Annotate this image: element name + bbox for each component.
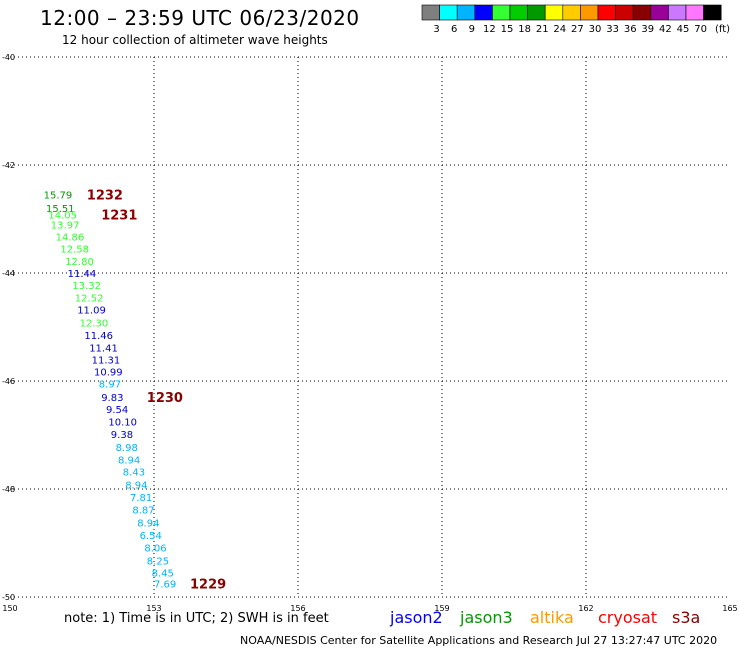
legend-swatch [527, 4, 546, 21]
satellite-altika: altika [530, 608, 574, 627]
legend-swatch [703, 4, 722, 21]
legend-label: 24 [553, 24, 566, 35]
legend-swatch [421, 4, 440, 21]
swh-data-label: 8.25 [147, 556, 169, 567]
swh-data-label: 15.51 [46, 204, 75, 215]
swh-data-label: 12.58 [60, 245, 89, 256]
legend-label: 39 [641, 24, 654, 35]
y-tick-label: -44 [2, 269, 15, 278]
swh-data-label: 8.98 [116, 443, 138, 454]
swh-data-label: 11.46 [84, 331, 113, 342]
swh-data-label: 9.54 [106, 405, 128, 416]
legend-swatch [544, 4, 564, 21]
x-tick-label: 159 [434, 604, 449, 613]
swh-data-label: 8.94 [125, 481, 147, 492]
y-tick-label: -48 [2, 485, 15, 494]
x-tick-label: 156 [290, 604, 305, 613]
legend-swatch [580, 4, 599, 21]
chart-subtitle: 12 hour collection of altimeter wave hei… [62, 33, 328, 47]
legend-label: 15 [501, 24, 514, 35]
legend-label: 70 [694, 24, 707, 35]
time-label: 1229 [190, 578, 226, 593]
legend-label: 18 [518, 24, 531, 35]
chart-title: 12:00 – 23:59 UTC 06/23/2020 [40, 6, 360, 30]
swh-data-label: 11.44 [68, 269, 97, 280]
y-tick-label: -40 [2, 53, 15, 62]
legend-label: 36 [624, 24, 637, 35]
time-label: 1230 [147, 391, 183, 406]
satellite-jason2: jason2 [390, 608, 443, 627]
satellite-cryosat: cryosat [598, 608, 658, 627]
footer-credit: NOAA/NESDIS Center for Satellite Applica… [240, 634, 718, 647]
swh-data-label: 9.83 [101, 393, 123, 404]
legend-swatch [650, 4, 669, 21]
swh-data-label: 11.09 [77, 306, 106, 317]
swh-data-label: 15.79 [44, 191, 73, 202]
legend-swatch [439, 4, 458, 21]
legend-swatch [685, 4, 704, 21]
legend-label: 42 [659, 24, 672, 35]
swh-data-label: 10.10 [108, 418, 137, 429]
swh-data-label: 12.80 [65, 257, 94, 268]
y-tick-label: -42 [2, 161, 15, 170]
legend-swatch [456, 4, 476, 21]
satellite-jason3: jason3 [460, 608, 513, 627]
legend-label: 6 [451, 24, 457, 35]
legend-swatch [562, 4, 581, 21]
time-label: 1232 [87, 189, 123, 204]
legend-label: 21 [536, 24, 549, 35]
x-tick-label: 153 [146, 604, 161, 613]
swh-data-label: 8.94 [137, 518, 159, 529]
swh-data-label: 10.99 [94, 367, 123, 378]
legend-label: 30 [589, 24, 602, 35]
x-tick-label: 150 [2, 604, 17, 613]
legend-label: 45 [677, 24, 690, 35]
legend-label: 33 [606, 24, 619, 35]
legend-unit: (ft) [715, 24, 730, 35]
legend-swatch [509, 4, 528, 21]
x-tick-label: 162 [578, 604, 593, 613]
swh-data-label: 8.43 [123, 468, 145, 479]
swh-data-label: 8.94 [118, 455, 140, 466]
legend-swatch [615, 4, 634, 21]
x-tick-label: 165 [722, 604, 737, 613]
swh-data-label: 8.87 [132, 506, 154, 517]
swh-data-label: 11.31 [92, 355, 121, 366]
legend-swatch [474, 4, 493, 21]
legend-swatch [668, 4, 687, 21]
y-tick-label: -50 [2, 593, 15, 602]
swh-data-label: 13.32 [72, 281, 101, 292]
swh-data-label: 11.41 [89, 344, 118, 355]
swh-data-label: 8.06 [144, 543, 166, 554]
footer-note: note: 1) Time is in UTC; 2) SWH is in fe… [64, 611, 329, 626]
swh-data-label: 7.69 [154, 580, 176, 591]
legend-label: 9 [469, 24, 475, 35]
swh-data-label: 6.54 [140, 531, 162, 542]
legend-label: 27 [571, 24, 584, 35]
swh-data-label: 13.97 [51, 220, 80, 231]
legend-label: 3 [433, 24, 439, 35]
swh-data-label: 7.81 [130, 493, 152, 504]
legend-swatch [492, 4, 511, 21]
swh-data-label: 12.30 [80, 319, 109, 330]
swh-data-label: 14.05 [48, 211, 77, 222]
satellite-s3a: s3a [672, 608, 701, 627]
swh-data-label: 8.97 [99, 380, 121, 391]
time-label: 1231 [101, 209, 137, 224]
swh-data-label: 12.52 [75, 293, 104, 304]
y-tick-label: -46 [2, 377, 15, 386]
swh-data-label: 8.45 [152, 569, 174, 580]
legend-swatch [632, 4, 652, 21]
swh-data-label: 9.38 [111, 430, 133, 441]
legend-label: 12 [483, 24, 496, 35]
swh-data-label: 14.86 [56, 232, 85, 243]
legend-swatch [597, 4, 616, 21]
